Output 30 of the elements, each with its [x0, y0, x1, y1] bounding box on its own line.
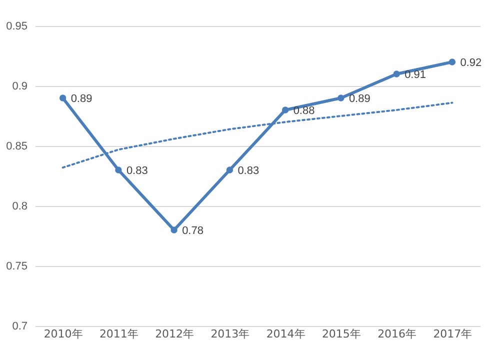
- x-tick-label: 2013年: [210, 328, 250, 340]
- y-tick-label: 0.75: [6, 260, 28, 272]
- y-tick-label: 0.85: [6, 140, 28, 152]
- data-label: 0.88: [293, 105, 315, 117]
- point: [226, 166, 234, 174]
- data-label: 0.89: [348, 93, 370, 105]
- data-label: 0.83: [238, 165, 260, 177]
- data-label: 0.78: [182, 225, 204, 237]
- point: [115, 166, 122, 174]
- y-tick-label: 0.95: [6, 20, 28, 32]
- x-tick-label: 2015年: [322, 328, 361, 340]
- x-tick-label: 2010年: [44, 328, 83, 340]
- point: [170, 226, 178, 234]
- x-tick-label: 2011年: [99, 328, 138, 340]
- data-label: 0.83: [126, 165, 148, 177]
- point: [59, 94, 66, 102]
- x-tick-label: 2017年: [433, 328, 472, 340]
- y-tick-label: 0.9: [12, 80, 28, 92]
- x-tick-label: 2016年: [378, 328, 417, 340]
- x-tick-label: 2012年: [155, 328, 194, 340]
- point: [338, 94, 344, 102]
- point: [448, 58, 456, 66]
- data-label: 0.91: [404, 69, 426, 81]
- point: [282, 106, 289, 114]
- point: [393, 70, 400, 78]
- y-tick-label: 0.7: [12, 320, 28, 332]
- data-label: 0.92: [460, 57, 482, 69]
- y-tick-label: 0.8: [12, 200, 28, 212]
- data-label: 0.89: [70, 93, 92, 105]
- x-tick-label: 2014年: [266, 328, 306, 340]
